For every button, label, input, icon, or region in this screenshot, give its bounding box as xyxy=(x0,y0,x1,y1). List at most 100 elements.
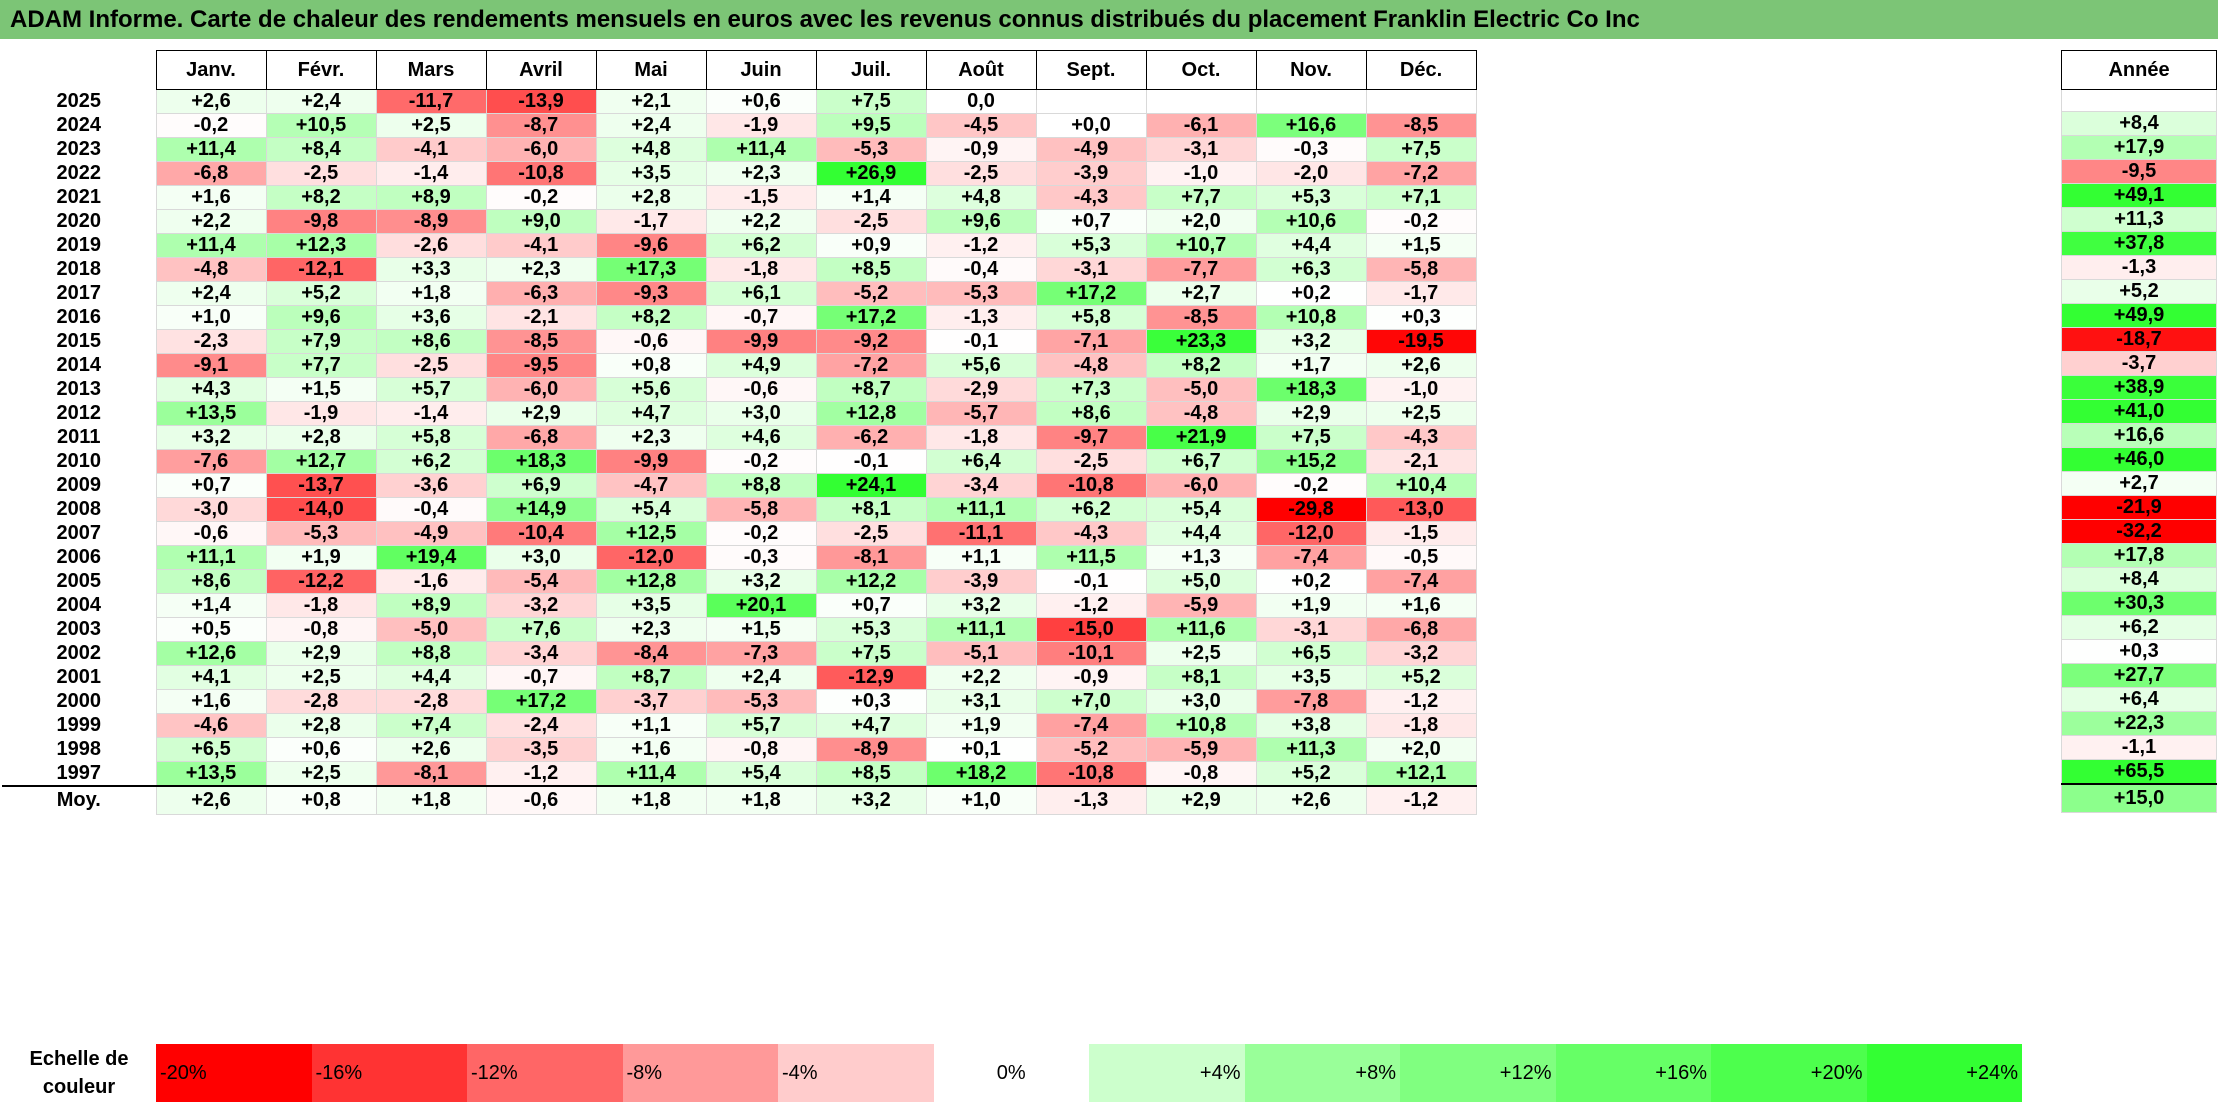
heatmap-cell: -5,8 xyxy=(1365,257,1477,282)
average-cell: +2,6 xyxy=(1255,785,1367,815)
annual-cell: +2,7 xyxy=(2061,471,2217,496)
legend-swatch: -8% xyxy=(622,1044,778,1102)
heatmap-cell: +0,8 xyxy=(595,353,707,378)
month-header-oct: Oct. xyxy=(1145,50,1257,90)
heatmap-cell: +2,5 xyxy=(265,761,377,787)
annual-header: Année xyxy=(2061,50,2217,90)
heatmap-cell: -4,8 xyxy=(1145,401,1257,426)
annual-cell: +0,3 xyxy=(2061,639,2217,664)
heatmap-cell: +4,4 xyxy=(1255,233,1367,258)
year-label: 2017 xyxy=(2,281,156,306)
heatmap-cell: +3,0 xyxy=(1145,689,1257,714)
heatmap-cell xyxy=(1145,89,1257,114)
heatmap-cell: -6,0 xyxy=(1145,473,1257,498)
average-cell: +1,8 xyxy=(375,785,487,815)
annual-cell: +65,5 xyxy=(2061,759,2217,785)
heatmap-cell: +0,1 xyxy=(925,737,1037,762)
monthly-heatmap-table: Janv. Févr. Mars Avril Mai Juin Juil. Août Sept.… xyxy=(2,50,1477,815)
heatmap-cell: -4,1 xyxy=(485,233,597,258)
heatmap-cell: +0,2 xyxy=(1255,281,1367,306)
table-row: 1999 -4,6 +2,8 +7,4 -2,4 +1,1 +5,7 +4,7 +1,9 -7,4… xyxy=(2,713,1477,738)
average-cell: -0,6 xyxy=(485,785,597,815)
heatmap-cell: -0,2 xyxy=(1255,473,1367,498)
heatmap-cell: +3,1 xyxy=(925,689,1037,714)
heatmap-cell: -3,2 xyxy=(1365,641,1477,666)
table-row: 2020 +2,2 -9,8 -8,9 +9,0 -1,7 +2,2 -2,5 +9,6 +0,7… xyxy=(2,209,1477,234)
heatmap-cell: +11,1 xyxy=(925,497,1037,522)
heatmap-cell: -2,6 xyxy=(375,233,487,258)
annual-cell: +16,6 xyxy=(2061,423,2217,448)
annual-cell: +30,3 xyxy=(2061,591,2217,616)
annual-cell: +17,9 xyxy=(2061,135,2217,160)
heatmap-cell: -1,8 xyxy=(265,593,377,618)
heatmap-cell: +2,6 xyxy=(1365,353,1477,378)
heatmap-cell: +10,8 xyxy=(1255,305,1367,330)
heatmap-cell: +0,6 xyxy=(265,737,377,762)
heatmap-cell: +2,3 xyxy=(595,425,707,450)
heatmap-cell: +1,6 xyxy=(1365,593,1477,618)
heatmap-cell: -5,3 xyxy=(265,521,377,546)
heatmap-cell: -8,9 xyxy=(375,209,487,234)
legend-swatch: 0% xyxy=(933,1044,1089,1102)
heatmap-cell: +5,4 xyxy=(1145,497,1257,522)
heatmap-cell: -10,1 xyxy=(1035,641,1147,666)
year-label: 2007 xyxy=(2,521,156,546)
average-cell: +3,2 xyxy=(815,785,927,815)
heatmap-cell: +4,8 xyxy=(925,185,1037,210)
heatmap-cell: -0,2 xyxy=(705,521,817,546)
heatmap-cell: -2,8 xyxy=(375,689,487,714)
header-corner xyxy=(2,50,156,90)
heatmap-cell: +8,1 xyxy=(815,497,927,522)
heatmap-cell: -8,4 xyxy=(595,641,707,666)
heatmap-cell: -3,6 xyxy=(375,473,487,498)
annual-cell: +38,9 xyxy=(2061,375,2217,400)
heatmap-cell: -10,8 xyxy=(485,161,597,186)
heatmap-cell: +3,2 xyxy=(1255,329,1367,354)
heatmap-cell: -0,7 xyxy=(705,305,817,330)
annual-cell: -32,2 xyxy=(2061,519,2217,544)
heatmap-cell: -0,1 xyxy=(1035,569,1147,594)
heatmap-cell: -7,3 xyxy=(705,641,817,666)
heatmap-cell: +11,6 xyxy=(1145,617,1257,642)
heatmap-cell: +10,5 xyxy=(265,113,377,138)
year-label: 2002 xyxy=(2,641,156,666)
heatmap-cell: -5,9 xyxy=(1145,737,1257,762)
heatmap-cell: +2,4 xyxy=(155,281,267,306)
average-cell: +0,8 xyxy=(265,785,377,815)
heatmap-cell: +26,9 xyxy=(815,161,927,186)
year-label: 2003 xyxy=(2,617,156,642)
heatmap-cell: -5,3 xyxy=(705,689,817,714)
heatmap-cell: -4,6 xyxy=(155,713,267,738)
heatmap-cell: -0,9 xyxy=(1035,665,1147,690)
year-label: 2020 xyxy=(2,209,156,234)
heatmap-cell: +0,7 xyxy=(155,473,267,498)
year-label: 1999 xyxy=(2,713,156,738)
heatmap-cell: +4,7 xyxy=(815,713,927,738)
year-label: 2012 xyxy=(2,401,156,426)
heatmap-cell: -15,0 xyxy=(1035,617,1147,642)
heatmap-cell: -13,9 xyxy=(485,89,597,114)
heatmap-cell: +1,6 xyxy=(155,689,267,714)
heatmap-cell: -12,2 xyxy=(265,569,377,594)
heatmap-cell: -3,4 xyxy=(925,473,1037,498)
heatmap-cell: +2,2 xyxy=(705,209,817,234)
heatmap-cell: +8,9 xyxy=(375,593,487,618)
heatmap-cell: +1,5 xyxy=(265,377,377,402)
heatmap-cell: +14,9 xyxy=(485,497,597,522)
heatmap-cell: -6,0 xyxy=(485,377,597,402)
table-row: 2010 -7,6 +12,7 +6,2 +18,3 -9,9 -0,2 -0,1 +6,4 -2… xyxy=(2,449,1477,474)
average-cell: +2,9 xyxy=(1145,785,1257,815)
month-header-aout: Août xyxy=(925,50,1037,90)
heatmap-cell: +2,8 xyxy=(595,185,707,210)
heatmap-cell: -1,9 xyxy=(705,113,817,138)
annual-cell: +46,0 xyxy=(2061,447,2217,472)
heatmap-cell: -4,1 xyxy=(375,137,487,162)
heatmap-cell: -0,4 xyxy=(925,257,1037,282)
heatmap-cell: +4,7 xyxy=(595,401,707,426)
heatmap-cell: -9,7 xyxy=(1035,425,1147,450)
heatmap-cell: +7,3 xyxy=(1035,377,1147,402)
heatmap-cell: -4,8 xyxy=(155,257,267,282)
heatmap-cell: -2,0 xyxy=(1255,161,1367,186)
heatmap-cell: +17,2 xyxy=(485,689,597,714)
heatmap-cell: -5,1 xyxy=(925,641,1037,666)
